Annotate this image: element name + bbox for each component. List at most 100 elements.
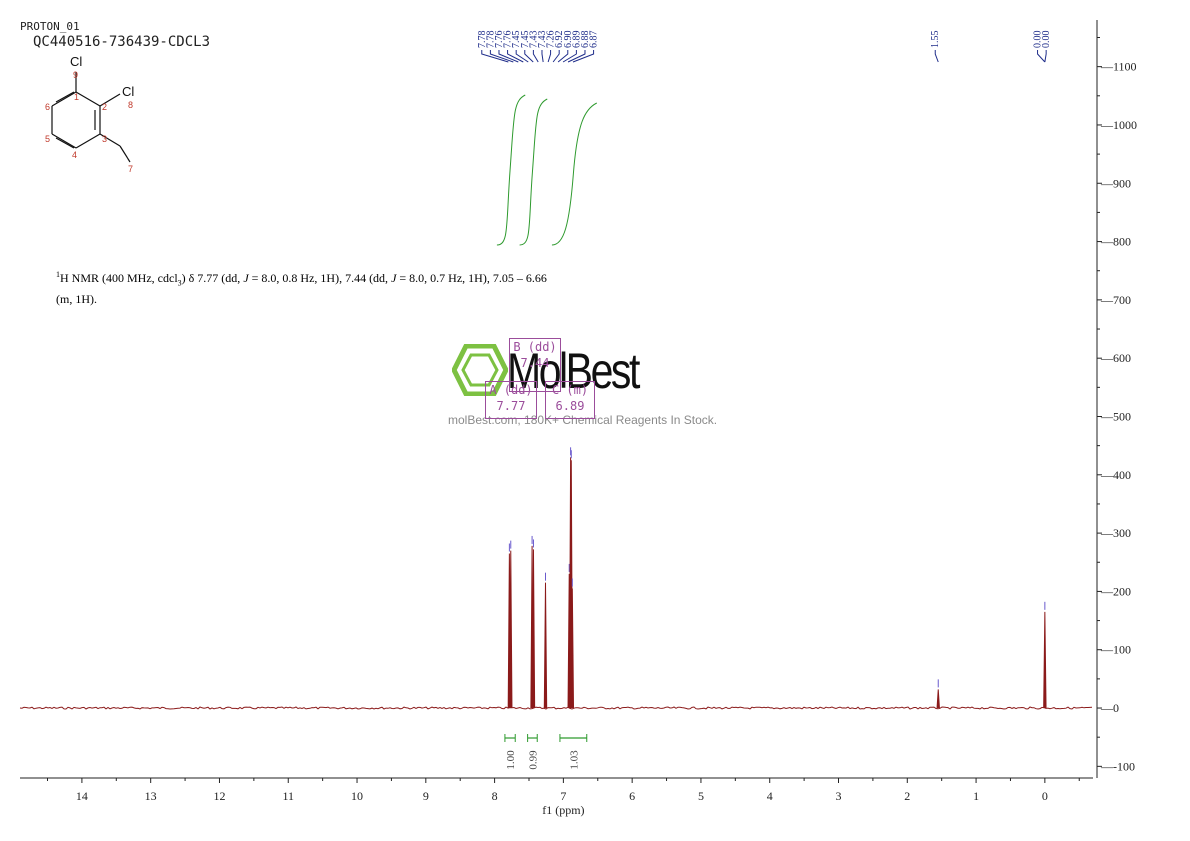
peak-shift-label: 6.88 [580,31,591,49]
peak-shift-label: 7.43 [528,31,539,49]
atom-label-4: 4 [72,150,77,160]
peak-shift-label: 7.26 [546,31,557,49]
spectrum-peak [543,582,548,709]
x-tick-label: 4 [767,789,773,803]
y-tick-label: —100 [1100,643,1131,657]
y-tick-label: —700 [1100,293,1131,307]
peak-label-connector [498,50,519,63]
watermark-brand: MolBest [507,343,640,399]
nmr-text-sub: 3 [177,278,182,288]
spectrum-peak [509,550,513,709]
x-tick-label: 12 [213,789,225,803]
atom-label-9: 9 [73,70,78,80]
nmr-description: 1H NMR (400 MHz, cdcl3) δ 7.77 (dd, J = … [56,266,616,308]
x-tick-label: 11 [282,789,294,803]
peak-shift-label: 7.78 [485,31,496,49]
y-tick-label: —1000 [1100,118,1137,132]
nucleus-mass: 1 [56,270,60,279]
multiplet-box-c: C (m) 6.89 [545,381,595,419]
peak-label-connector [532,50,539,63]
molecule-structure: Cl Cl 9 1 2 8 6 5 4 3 7 [45,54,134,174]
peak-shift-label: 7.76 [503,31,514,49]
sample-id: QC440516-736439-CDCL3 [33,34,211,50]
spectrum-peak [570,588,575,709]
atom-label-3: 3 [102,134,107,144]
y-tick-label: —500 [1100,409,1131,423]
integral-value: 1.03 [568,750,580,770]
multiplet-label: A (dd) [489,383,533,397]
atom-label-2: 2 [102,102,107,112]
atom-label-7: 7 [128,164,133,174]
peak-shift-label: 1.55 [930,31,941,49]
peak-label-connector [541,50,544,63]
x-tick-label: 7 [560,789,566,803]
nmr-text-part-a: H NMR (400 MHz, cdcl [60,271,178,285]
x-tick-label: 3 [836,789,842,803]
peak-shift-label: 7.76 [494,31,505,48]
peak-shift-label: 6.92 [554,31,565,49]
peak-shift-label: 7.78 [477,31,488,49]
nmr-text-line2: (m, 1H). [56,292,97,307]
x-tick-label: 14 [76,789,88,803]
coupling-j1: J [243,271,249,285]
peak-shift-label: 6.90 [563,31,574,49]
x-tick-label: 10 [351,789,363,803]
peak-label-connector [1044,50,1047,63]
multiplet-box-a: A (dd) 7.77 [485,381,537,419]
peak-label-connector [557,50,569,63]
integral-curve [551,102,597,246]
integral-value: 1.00 [505,750,517,770]
multiplet-shift: 7.44 [520,356,550,370]
peak-label-connector [934,50,939,63]
multiplet-box-b: B (dd) 7.44 [509,338,561,392]
peak-label-connector [1037,50,1046,63]
atom-label-6: 6 [45,102,50,112]
peak-label-connector [567,50,586,63]
y-tick-label: —200 [1100,584,1131,598]
peak-label-connector [515,50,529,63]
y-tick-label: —400 [1100,468,1131,482]
x-tick-label: 9 [423,789,429,803]
multiplet-label: C (m) [551,383,589,397]
atom-label-1: 1 [74,92,79,102]
nmr-text-part-b: ) δ 7.77 (dd, [181,271,244,285]
spectrum-peak [531,549,536,709]
integral-value: 0.99 [527,750,539,770]
x-tick-label: 1 [973,789,979,803]
multiplet-shift: 6.89 [555,399,585,413]
y-tick-label: —0 [1100,701,1119,715]
nmr-text-part-c: = 8.0, 0.8 Hz, 1H), 7.44 (dd, [248,271,392,285]
peak-label-connector [481,50,509,63]
atom-label-5: 5 [45,134,50,144]
peak-label-connector [572,50,595,63]
peak-shift-label: 0.00 [1033,31,1044,49]
peak-shift-label: 7.43 [537,31,548,49]
y-tick-label: —1100 [1100,60,1137,74]
nmr-text-part-d: = 8.0, 0.7 Hz, 1H), 7.05 – 6.66 [396,271,547,285]
peak-label-connector [524,50,534,63]
peak-label-connector [489,50,514,63]
watermark-tagline: molBest.com, 180K+ Chemical Reagents In … [448,413,718,427]
y-tick-label: —800 [1100,235,1131,249]
x-tick-label: 0 [1042,789,1048,803]
coupling-j2: J [391,271,397,285]
peak-label-connector [507,50,524,63]
y-tick-label: —900 [1100,176,1131,190]
peak-label-connector [552,50,560,63]
x-tick-label: 13 [145,789,157,803]
peak-label-connector [547,50,552,63]
cl-atom-8: Cl [122,84,134,99]
peak-shift-label: 6.87 [589,31,600,49]
molbest-logo-icon [452,344,508,396]
atom-label-8: 8 [128,100,133,110]
multiplet-shift: 7.77 [496,399,526,413]
x-axis-label: f1 (ppm) [542,803,584,817]
x-tick-label: 2 [904,789,910,803]
y-tick-label: —-100 [1100,759,1135,773]
peak-label-connector [562,50,577,63]
x-tick-label: 8 [492,789,498,803]
peak-shift-label: 6.89 [571,31,582,49]
integral-curve [496,94,526,246]
